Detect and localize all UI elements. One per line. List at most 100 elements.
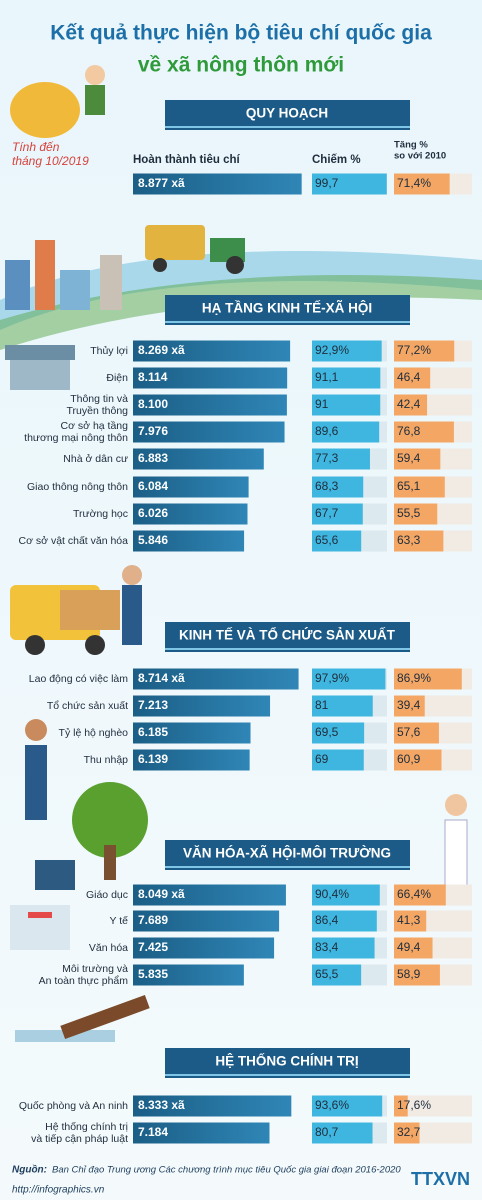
increase-bar	[394, 668, 462, 690]
percent-label: 80,7	[315, 1125, 339, 1139]
percent-bar	[312, 421, 380, 443]
count-label: 7.425	[138, 940, 168, 954]
increase-label: 32,7	[397, 1125, 421, 1139]
increase-label: 77,2%	[397, 343, 431, 357]
increase-label: 59,4	[397, 451, 421, 465]
increase-bar	[394, 1122, 420, 1144]
section-banner	[165, 295, 410, 325]
row-label: Tổ chức sản xuất	[47, 700, 128, 712]
subtitle: về xã nông thôn mới	[138, 54, 344, 77]
count-label: 8.049 xã	[138, 887, 185, 901]
row-label: Điện	[106, 372, 128, 384]
row-label: Cơ sở vật chất văn hóa	[19, 535, 129, 547]
percent-label: 68,3	[315, 479, 339, 493]
count-label: 5.846	[138, 533, 168, 547]
count-bar	[133, 503, 248, 525]
count-label: 6.185	[138, 725, 168, 739]
section-title: QUY HOẠCH	[246, 106, 328, 121]
count-bar	[133, 722, 251, 744]
percent-bar	[312, 476, 364, 498]
percent-label: 91,1	[315, 370, 339, 384]
count-bar	[133, 476, 249, 498]
count-label: 7.976	[138, 424, 168, 438]
percent-label: 65,6	[315, 533, 339, 547]
count-bar	[133, 448, 264, 470]
increase-bar	[394, 749, 442, 771]
count-bar	[133, 1095, 292, 1117]
percent-bar	[312, 695, 373, 717]
percent-label: 91	[315, 397, 329, 411]
percent-bar	[312, 448, 370, 470]
count-bar	[133, 394, 287, 416]
percent-bar	[312, 394, 381, 416]
row-label: Thủy lợi	[90, 345, 128, 357]
percent-bar	[312, 530, 362, 552]
increase-bar	[394, 476, 445, 498]
percent-bar	[312, 173, 387, 195]
count-bar	[133, 884, 286, 906]
count-bar	[133, 695, 271, 717]
increase-label: 49,4	[397, 940, 421, 954]
percent-bar	[312, 1095, 383, 1117]
percent-bar	[312, 340, 382, 362]
percent-label: 67,7	[315, 506, 339, 520]
percent-label: 69	[315, 752, 329, 766]
percent-bar	[312, 722, 365, 744]
section-title: HẠ TẦNG KINH TẾ-XÃ HỘI	[202, 301, 372, 316]
increase-label: 46,4	[397, 370, 421, 384]
source: Ban Chỉ đạo Trung ương Các chương trình …	[52, 1165, 401, 1176]
increase-label: 65,1	[397, 479, 421, 493]
increase-bar	[394, 964, 440, 986]
count-label: 8.714 xã	[138, 671, 185, 685]
increase-label: 66,4%	[397, 887, 431, 901]
count-bar	[133, 964, 244, 986]
increase-label: 60,9	[397, 752, 421, 766]
percent-bar	[312, 964, 362, 986]
banner-stripe	[165, 321, 410, 323]
percent-label: 69,5	[315, 725, 339, 739]
col-count: Hoàn thành tiêu chí	[133, 154, 241, 166]
increase-bar	[394, 173, 450, 195]
increase-label: 39,4	[397, 698, 421, 712]
count-bar	[133, 910, 280, 932]
increase-label: 55,5	[397, 506, 421, 520]
banner-stripe	[165, 648, 410, 650]
increase-bar	[394, 421, 454, 443]
increase-bar	[394, 340, 455, 362]
count-label: 8.877 xã	[138, 176, 185, 190]
percent-label: 90,4%	[315, 887, 349, 901]
row-label: Hệ thống chính trị và tiếp cận pháp luật	[31, 1121, 128, 1145]
increase-bar	[394, 884, 446, 906]
increase-bar	[394, 722, 439, 744]
count-bar	[133, 668, 299, 690]
col-percent: Chiếm %	[312, 154, 361, 166]
percent-label: 65,5	[315, 967, 339, 981]
count-label: 8.333 xã	[138, 1098, 185, 1112]
percent-label: 97,9%	[315, 671, 349, 685]
increase-bar	[394, 695, 425, 717]
percent-label: 92,9%	[315, 343, 349, 357]
increase-label: 17,6%	[397, 1098, 431, 1112]
percent-label: 86,4	[315, 913, 339, 927]
banner-stripe	[165, 126, 410, 128]
increase-label: 71,4%	[397, 176, 431, 190]
percent-bar	[312, 1122, 373, 1144]
col-increase: Tăng % so với 2010	[394, 139, 446, 161]
increase-label: 76,8	[397, 424, 421, 438]
count-label: 5.835	[138, 967, 168, 981]
title: Kết quả thực hiện bộ tiêu chí quốc gia	[50, 22, 432, 45]
increase-bar	[394, 448, 441, 470]
count-label: 8.269 xã	[138, 343, 185, 357]
banner-stripe	[165, 1074, 410, 1076]
increase-label: 58,9	[397, 967, 421, 981]
count-label: 8.100	[138, 397, 168, 411]
increase-label: 86,9%	[397, 671, 431, 685]
increase-label: 42,4	[397, 397, 421, 411]
count-bar	[133, 173, 302, 195]
increase-track	[394, 1095, 472, 1117]
increase-label: 63,3	[397, 533, 421, 547]
row-label: Văn hóa	[89, 942, 128, 954]
percent-label: 99,7	[315, 176, 339, 190]
increase-bar	[394, 937, 433, 959]
